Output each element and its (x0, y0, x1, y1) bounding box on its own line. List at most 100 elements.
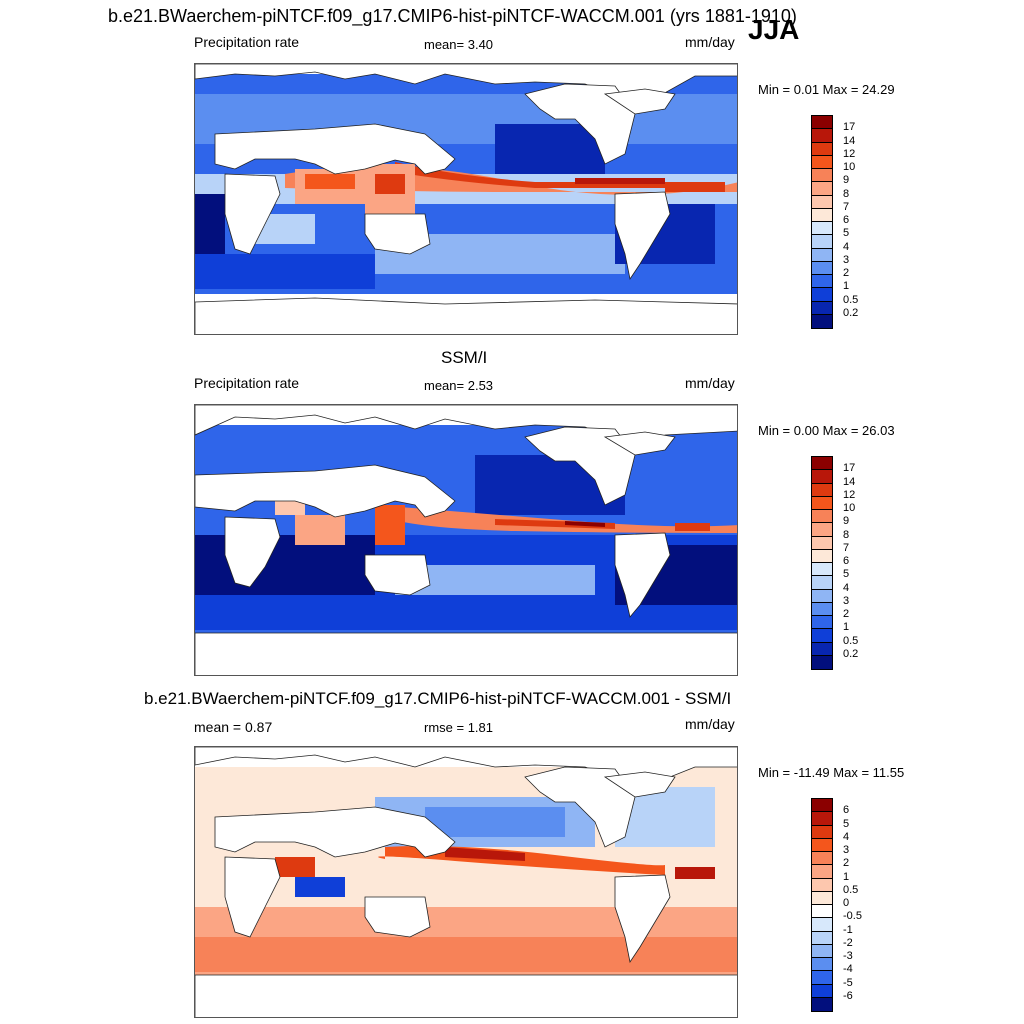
page-title: b.e21.BWaerchem-piNTCF.f09_g17.CMIP6-his… (108, 6, 797, 26)
panel2-variable-label: Precipitation rate (194, 375, 300, 391)
colorbar-swatch (812, 261, 832, 275)
panel3-units-label: mm/day (685, 716, 735, 732)
colorbar-tick-label: 4 (843, 581, 850, 594)
colorbar-tick-label: 2 (843, 608, 850, 620)
colorbar-swatch (812, 248, 832, 262)
panel2-mean-label: mean= 2.53 (424, 378, 494, 393)
colorbar-tick-label: 6 (843, 214, 850, 226)
colorbar-swatch (812, 838, 832, 852)
panel3-minmax: Min = -11.49 Max = 11.55 (758, 765, 905, 780)
colorbar-swatch (812, 563, 832, 577)
colorbar-tick-label: 8 (843, 528, 850, 541)
colorbar-tick-label: -5 (843, 976, 853, 989)
colorbar-tick-label: -0.5 (843, 910, 862, 923)
colorbar-tick-label: -6 (843, 989, 853, 1002)
colorbar-swatch (812, 576, 832, 590)
panel3-rmse-label: rmse = 1.81 (424, 720, 494, 735)
season-label: JJA (748, 14, 800, 45)
colorbar-swatch (812, 642, 832, 656)
colorbar-tick-label: 1 (843, 621, 850, 634)
colorbar-swatch (812, 155, 832, 169)
colorbar-swatch (812, 549, 832, 563)
colorbar-tick-label: 0.5 (843, 293, 859, 306)
colorbar-swatch (812, 589, 832, 603)
colorbar-tick-label: -1 (843, 923, 853, 936)
colorbar-swatch (812, 852, 832, 866)
colorbar-swatch (812, 958, 832, 972)
colorbar-swatch (812, 275, 832, 289)
colorbar-tick-label: 17 (843, 462, 856, 475)
colorbar-tick-label: -4 (843, 963, 853, 976)
colorbar-swatch (812, 288, 832, 302)
colorbar-swatch (812, 918, 832, 932)
colorbar-swatch (812, 523, 832, 537)
colorbar-tick-label: 0 (843, 897, 850, 909)
colorbar-swatch (812, 616, 832, 630)
panel1-minmax: Min = 0.01 Max = 24.29 (758, 82, 895, 97)
colorbar-swatch (812, 470, 832, 484)
panel1-variable-label: Precipitation rate (194, 34, 300, 50)
colorbar-swatch (812, 891, 832, 905)
colorbar-tick-label: 4 (843, 240, 850, 253)
panel1-mean-label: mean= 3.40 (424, 37, 494, 52)
colorbar-tick-label: 9 (843, 174, 850, 187)
panel1-units-label: mm/day (685, 34, 735, 50)
colorbar-swatch (812, 536, 832, 550)
colorbar-swatch (812, 655, 832, 669)
panel2-map (194, 404, 738, 676)
colorbar-swatch (812, 905, 832, 919)
colorbar-tick-label: 4 (843, 830, 850, 843)
colorbar-tick-label: 6 (843, 555, 850, 567)
panel3-heading: b.e21.BWaerchem-piNTCF.f09_g17.CMIP6-his… (144, 689, 732, 708)
colorbar-swatch (812, 812, 832, 826)
colorbar-swatch (812, 825, 832, 839)
colorbar-swatch (812, 799, 832, 813)
colorbar-tick-label: 2 (843, 267, 850, 279)
colorbar-swatch (812, 208, 832, 222)
panel3-mean-label: mean = 0.87 (194, 719, 273, 735)
colorbar-tick-label: 0.5 (843, 883, 859, 896)
colorbar-tick-label: 0.2 (843, 306, 859, 319)
colorbar-swatch (812, 457, 832, 471)
colorbar-swatch (812, 510, 832, 524)
colorbar-swatch (812, 235, 832, 249)
colorbar-tick-label: 14 (843, 134, 856, 147)
panel1-colorbar (811, 115, 833, 329)
colorbar-swatch (812, 483, 832, 497)
colorbar-tick-label: 14 (843, 475, 856, 488)
colorbar-swatch (812, 602, 832, 616)
panel2-units-label: mm/day (685, 375, 735, 391)
colorbar-tick-label: 9 (843, 515, 850, 528)
colorbar-tick-label: -3 (843, 950, 853, 962)
panel1-map (194, 63, 738, 335)
colorbar-tick-label: 5 (843, 568, 850, 581)
colorbar-tick-label: 17 (843, 121, 856, 134)
colorbar-swatch (812, 931, 832, 945)
colorbar-tick-label: -2 (843, 936, 853, 949)
colorbar-swatch (812, 195, 832, 209)
colorbar-tick-label: 7 (843, 541, 850, 554)
colorbar-swatch (812, 496, 832, 510)
colorbar-swatch (812, 865, 832, 879)
colorbar-swatch (812, 971, 832, 985)
colorbar-tick-label: 10 (843, 161, 856, 173)
colorbar-tick-label: 3 (843, 594, 850, 607)
panel3-map (194, 746, 738, 1018)
colorbar-tick-label: 1 (843, 870, 850, 883)
colorbar-swatch (812, 182, 832, 196)
colorbar-tick-label: 12 (843, 488, 856, 501)
colorbar-tick-label: 6 (843, 804, 850, 817)
colorbar-tick-label: 12 (843, 147, 856, 160)
panel2-minmax: Min = 0.00 Max = 26.03 (758, 423, 895, 438)
panel2-heading: SSM/I (441, 348, 488, 367)
colorbar-tick-label: 10 (843, 502, 856, 514)
colorbar-tick-label: 7 (843, 200, 850, 213)
colorbar-swatch (812, 944, 832, 958)
colorbar-swatch (812, 314, 832, 328)
colorbar-tick-label: 8 (843, 187, 850, 200)
colorbar-swatch (812, 984, 832, 998)
colorbar-tick-label: 3 (843, 253, 850, 266)
colorbar-swatch (812, 878, 832, 892)
panel2-colorbar (811, 456, 833, 670)
colorbar-swatch (812, 222, 832, 236)
